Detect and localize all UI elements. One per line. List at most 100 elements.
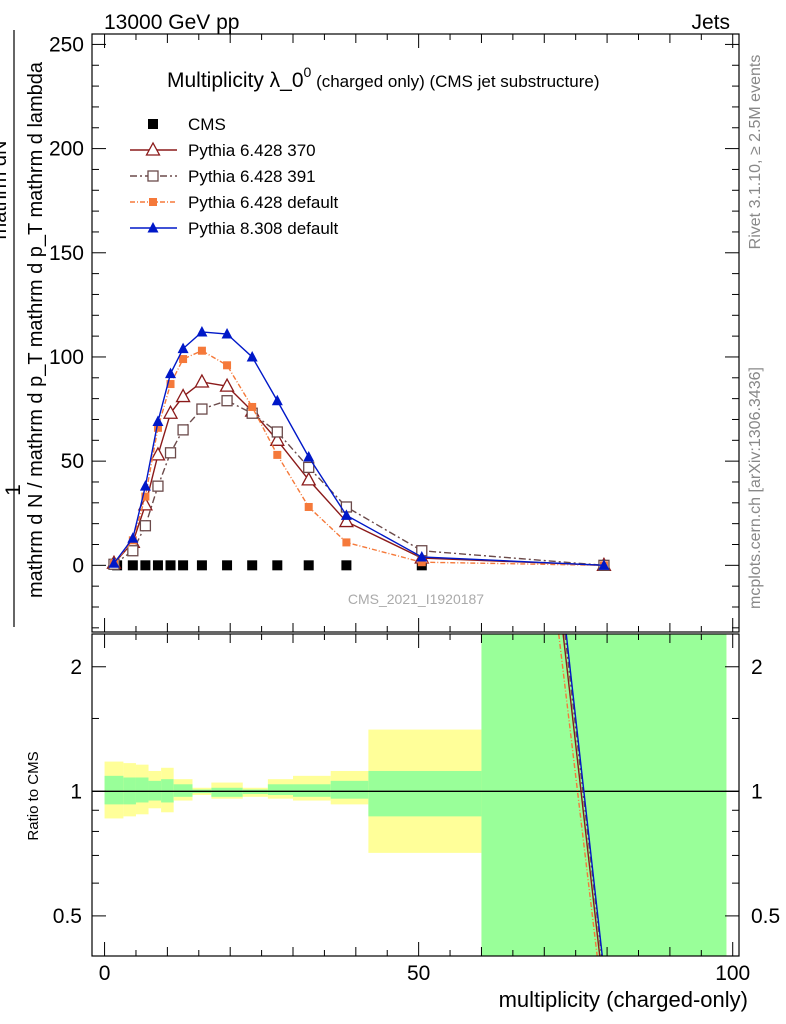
y-tick-label: 200: [49, 138, 84, 161]
data-point-p370: [338, 513, 354, 528]
data-point-p8def: [152, 415, 164, 427]
data-point-p391: [152, 480, 164, 492]
data-point-p370: [162, 404, 179, 419]
data-point-p370: [194, 373, 210, 388]
legend: CMS Pythia 6.428 370 Pythia 6.428 391 Pythi…: [130, 115, 339, 238]
data-point-p6def: [304, 502, 313, 511]
data-point-p8def: [340, 509, 352, 520]
uncertainty-band-stat: [330, 780, 369, 799]
data-point-cms: [196, 560, 207, 571]
uncertainty-band-stat: [293, 784, 331, 797]
data-point-p391: [177, 424, 189, 436]
data-point-p391: [196, 403, 208, 415]
x-tick-label: 0: [99, 962, 111, 985]
ratio-y-tick-label-right: 2: [751, 656, 763, 679]
legend-marker-cms: [148, 119, 158, 129]
data-point-p370: [301, 471, 317, 486]
x-tick-label: 50: [407, 962, 430, 985]
analysis-watermark: CMS_2021_I1920187: [348, 591, 484, 607]
legend-marker-p8def: [147, 222, 159, 233]
series-line-p370: [113, 381, 604, 567]
y-tick-label: 0: [72, 554, 84, 577]
uncertainty-band-stat: [267, 784, 294, 795]
series-line-p391: [113, 399, 605, 567]
data-point-p8def: [127, 532, 139, 543]
data-point-cms: [140, 560, 151, 571]
ratio-lines: [558, 634, 603, 956]
legend-marker-p391: [147, 170, 159, 182]
data-point-cms: [178, 560, 189, 571]
data-point-cms: [272, 560, 283, 571]
ratio-line-p6def: [558, 634, 598, 956]
chart-title-sup: 0: [304, 64, 312, 80]
legend-marker-p6def: [149, 198, 157, 206]
y-tick-label: 50: [61, 450, 84, 473]
data-point-p8def: [271, 394, 283, 406]
main-series: [106, 325, 612, 571]
data-point-p391: [221, 395, 233, 407]
uncertainty-band-stat: [211, 787, 243, 797]
data-point-cms: [152, 560, 163, 571]
header-process: Jets: [691, 11, 730, 34]
ratio-y-tick-label-right: 0.5: [751, 905, 780, 928]
legend-label-p8def: Pythia 8.308 default: [188, 219, 339, 238]
ratio-y-label: Ratio to CMS: [25, 751, 42, 840]
data-point-p391: [271, 426, 283, 438]
chart-title-suffix: (charged only) (CMS jet substructure): [311, 72, 599, 91]
data-point-p6def: [197, 346, 206, 355]
y-label-top: mathrm dN: [0, 141, 11, 240]
ratio-bands: [92, 634, 739, 956]
ratio-line-p8def: [565, 634, 603, 956]
y-tick-label: 150: [49, 242, 84, 265]
data-point-p6def: [141, 492, 150, 501]
data-point-p8def: [221, 328, 233, 339]
mcplots-label: mcplots.cern.ch [arXiv:1306.3436]: [747, 367, 764, 609]
uncertainty-band-stat: [104, 775, 124, 805]
data-point-cms: [127, 560, 138, 571]
data-point-p8def: [177, 342, 189, 354]
data-point-cms: [222, 560, 233, 571]
ratio-frame: [91, 633, 740, 957]
data-point-p370: [269, 431, 285, 446]
data-point-p370: [219, 377, 235, 392]
series-line-p8def: [113, 331, 604, 567]
ratio-y-tick-label: 2: [70, 656, 82, 679]
data-point-p6def: [166, 380, 175, 389]
data-point-p8def: [416, 550, 428, 562]
data-point-p8def: [246, 350, 258, 362]
series-line-p6def: [113, 349, 604, 567]
data-point-p6def: [273, 450, 282, 459]
ratio-y-tick-label: 1: [70, 780, 82, 803]
data-point-p8def: [303, 450, 315, 462]
data-point-p8def: [598, 559, 610, 570]
uncertainty-band-stat: [135, 777, 149, 803]
rivet-label: Rivet 3.1.10, ≥ 2.5M events: [747, 55, 764, 250]
uncertainty-band-stat: [481, 634, 727, 956]
data-point-p6def: [223, 361, 232, 370]
data-point-p6def: [179, 355, 188, 364]
data-point-p6def: [342, 538, 351, 547]
data-point-cms: [341, 560, 352, 571]
data-point-p8def: [108, 557, 120, 568]
legend-label-cms: CMS: [188, 115, 226, 134]
data-point-p6def: [153, 423, 162, 432]
axes: 0 50 100 150 200 250 0 50 100 0.5 0.5 1 1 2 2: [49, 33, 780, 985]
data-point-p370: [175, 388, 191, 403]
data-point-p370: [150, 446, 166, 461]
header-energy: 13000 GeV pp: [104, 11, 239, 34]
x-tick-label: 100: [715, 962, 750, 985]
data-point-p8def: [165, 367, 177, 379]
y-tick-label: 250: [49, 33, 84, 56]
data-point-p391: [303, 461, 315, 474]
legend-marker-p370: [145, 141, 161, 156]
data-point-p6def: [417, 558, 426, 567]
ratio-y-tick-label-right: 1: [751, 780, 763, 803]
uncertainty-band-stat: [368, 770, 482, 817]
data-point-cms: [247, 560, 258, 571]
ratio-y-tick-label: 0.5: [53, 905, 82, 928]
legend-label-p6def: Pythia 6.428 default: [188, 193, 339, 212]
legend-label-p370: Pythia 6.428 370: [188, 141, 316, 160]
chart-title: Multiplicity λ_00 (charged only) (CMS je…: [167, 64, 600, 92]
legend-label-p391: Pythia 6.428 391: [188, 167, 316, 186]
